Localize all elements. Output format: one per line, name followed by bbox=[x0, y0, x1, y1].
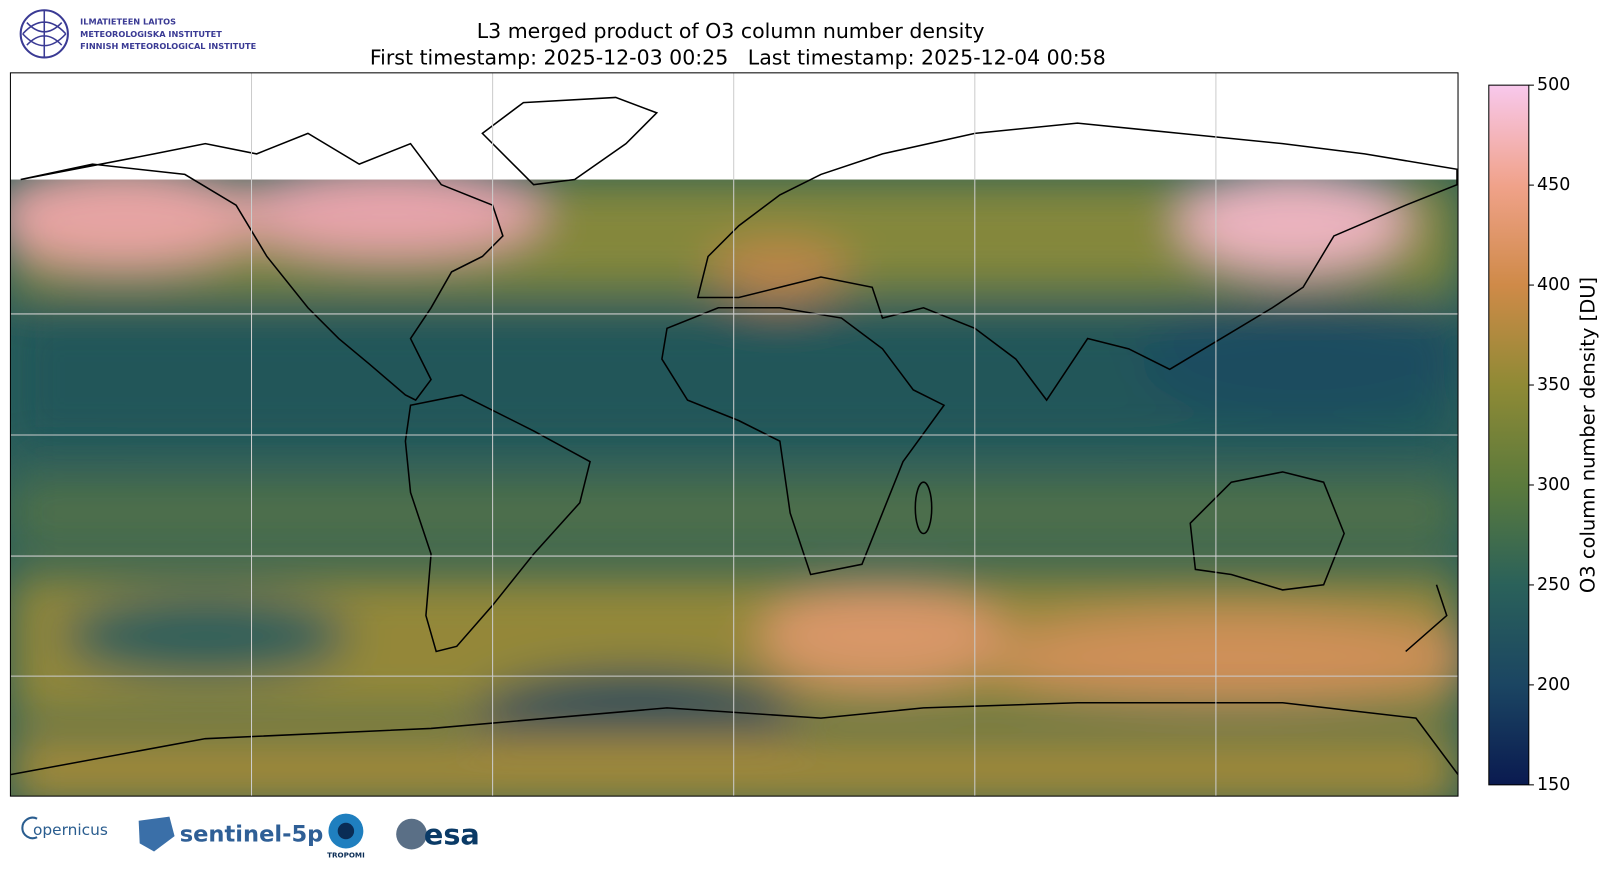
colorbar-tick-label: 500 bbox=[1537, 75, 1570, 95]
colorbar-tick-label: 200 bbox=[1537, 675, 1570, 695]
logo-copernicus: opernicus bbox=[33, 821, 108, 839]
colorbar-label: O3 column number density [DU] bbox=[1576, 277, 1599, 593]
logo-line: FINNISH METEOROLOGICAL INSTITUTE bbox=[80, 41, 256, 51]
colorbar-tick-label: 300 bbox=[1537, 475, 1570, 495]
colorbar-tick-label: 450 bbox=[1537, 175, 1570, 195]
subtitle: First timestamp: 2025-12-03 00:25 Last t… bbox=[370, 46, 1106, 70]
colorbar-tick-label: 400 bbox=[1537, 275, 1570, 295]
fmi-logo: ILMATIETEEN LAITOS METEOROLOGISKA INSTIT… bbox=[19, 9, 256, 59]
map bbox=[10, 72, 1459, 797]
logo-line: ILMATIETEEN LAITOS bbox=[80, 17, 176, 27]
logo-esa: esa bbox=[424, 817, 480, 851]
title: L3 merged product of O3 column number de… bbox=[477, 19, 985, 43]
logo-tropomi: TROPOMI bbox=[327, 851, 365, 860]
logo-sentinel: sentinel-5p bbox=[180, 821, 324, 847]
colorbar-tick-label: 250 bbox=[1537, 575, 1570, 595]
colorbar: O3 column number density [DU] 150 200 250 3… bbox=[1488, 75, 1599, 795]
footer-logos: opernicus sentinel-5p TROPOMI esa bbox=[21, 813, 480, 860]
colorbar-tick-label: 150 bbox=[1537, 775, 1570, 795]
logo-line: METEOROLOGISKA INSTITUTET bbox=[80, 29, 222, 39]
colorbar-tick-label: 350 bbox=[1537, 375, 1570, 395]
map-frame bbox=[9, 72, 1459, 797]
colorbar-scale bbox=[1488, 84, 1530, 786]
